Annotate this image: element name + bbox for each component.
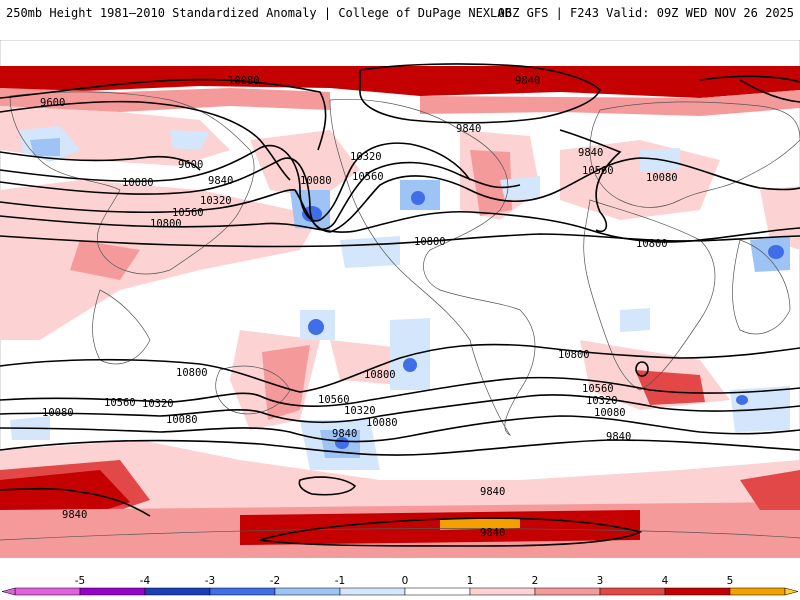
- contour-label: 10800: [414, 236, 446, 248]
- contour-label: 10560: [318, 394, 350, 406]
- contour-label: 10560: [352, 171, 384, 183]
- colorbar-tick-label: -4: [140, 575, 151, 587]
- contour-label: 10080: [300, 175, 332, 187]
- contour-label: 9840: [480, 486, 505, 498]
- colorbar-tick-label: -1: [335, 575, 345, 587]
- height-contours: [0, 63, 800, 547]
- colorbar-tick-label: -2: [270, 575, 280, 587]
- contour-label: 10320: [344, 405, 376, 417]
- colorbar-segment: [534, 587, 601, 596]
- colorbar-ticks: -5 -4 -3 -2 -1 0 1 2 3 4 5: [75, 575, 734, 587]
- contour-label: 10560: [172, 207, 204, 219]
- colorbar-segment: [469, 587, 536, 596]
- colorbar-segments: [1, 587, 799, 596]
- colorbar-right-arrow: [784, 587, 799, 596]
- contour-label: 10080: [228, 75, 260, 87]
- contour-label: 10320: [142, 398, 174, 410]
- contour-labels: 10080 9840 9600 9840 9600 10080 9840 103…: [40, 75, 678, 539]
- colorbar-tick-label: 0: [402, 575, 409, 587]
- colorbar-segment: [339, 587, 406, 596]
- header: 250mb Height 1981–2010 Standardized Anom…: [0, 0, 800, 24]
- colorbar-tick-label: 3: [597, 575, 604, 587]
- colorbar-tick-label: -3: [205, 575, 215, 587]
- colorbar-left-arrow: [1, 587, 16, 596]
- contour-label: 10080: [42, 407, 74, 419]
- colorbar-segment: [79, 587, 146, 596]
- contour-label: 10800: [176, 367, 208, 379]
- map-title: 250mb Height 1981–2010 Standardized Anom…: [6, 6, 512, 20]
- colorbar-tick-label: 4: [662, 575, 669, 587]
- colorbar-segment: [14, 587, 81, 596]
- contour-label: 9840: [578, 147, 603, 159]
- colorbar-segment: [144, 587, 211, 596]
- contour-label: 10320: [200, 195, 232, 207]
- model-run-info: 06Z GFS | F243 Valid: 09Z WED NOV 26 202…: [497, 6, 794, 20]
- colorbar-segment: [404, 587, 471, 596]
- contour-label: 9600: [40, 97, 65, 109]
- contour-label: 9840: [62, 509, 87, 521]
- coastlines: [0, 91, 800, 541]
- contour-label: 10800: [364, 369, 396, 381]
- contour-label: 9840: [456, 123, 481, 135]
- contour-label: 10080: [166, 414, 198, 426]
- contour-label: 10560: [582, 383, 614, 395]
- contour-label: 10080: [646, 172, 678, 184]
- colorbar-segment: [599, 587, 666, 596]
- colorbar: -5 -4 -3 -2 -1 0 1 2 3 4 5: [1, 575, 799, 596]
- contour-label: 10560: [104, 397, 136, 409]
- colorbar-tick-label: 5: [727, 575, 734, 587]
- colorbar-tick-label: 2: [532, 575, 539, 587]
- colorbar-segment: [274, 587, 341, 596]
- contour-label: 10560: [582, 165, 614, 177]
- colorbar-segment: [729, 587, 786, 596]
- contour-label: 9840: [332, 428, 357, 440]
- contour-label: 10800: [558, 349, 590, 361]
- contour-label: 9840: [208, 175, 233, 187]
- contour-label: 9840: [480, 527, 505, 539]
- contour-label: 10320: [586, 395, 618, 407]
- contour-label: 10800: [636, 238, 668, 250]
- anomaly-map: 10080 9840 9600 9840 9600 10080 9840 103…: [0, 40, 800, 558]
- contour-label: 9840: [515, 75, 540, 87]
- contour-label: 10320: [350, 151, 382, 163]
- contour-label: 10080: [594, 407, 626, 419]
- colorbar-segment: [664, 587, 731, 596]
- colorbar-tick-label: 1: [467, 575, 474, 587]
- contour-label: 9600: [178, 159, 203, 171]
- colorbar-segment: [209, 587, 276, 596]
- contour-label: 9840: [606, 431, 631, 443]
- colorbar-tick-label: -5: [75, 575, 85, 587]
- contour-label: 10800: [150, 218, 182, 230]
- contour-label: 10080: [122, 177, 154, 189]
- contour-label: 10080: [366, 417, 398, 429]
